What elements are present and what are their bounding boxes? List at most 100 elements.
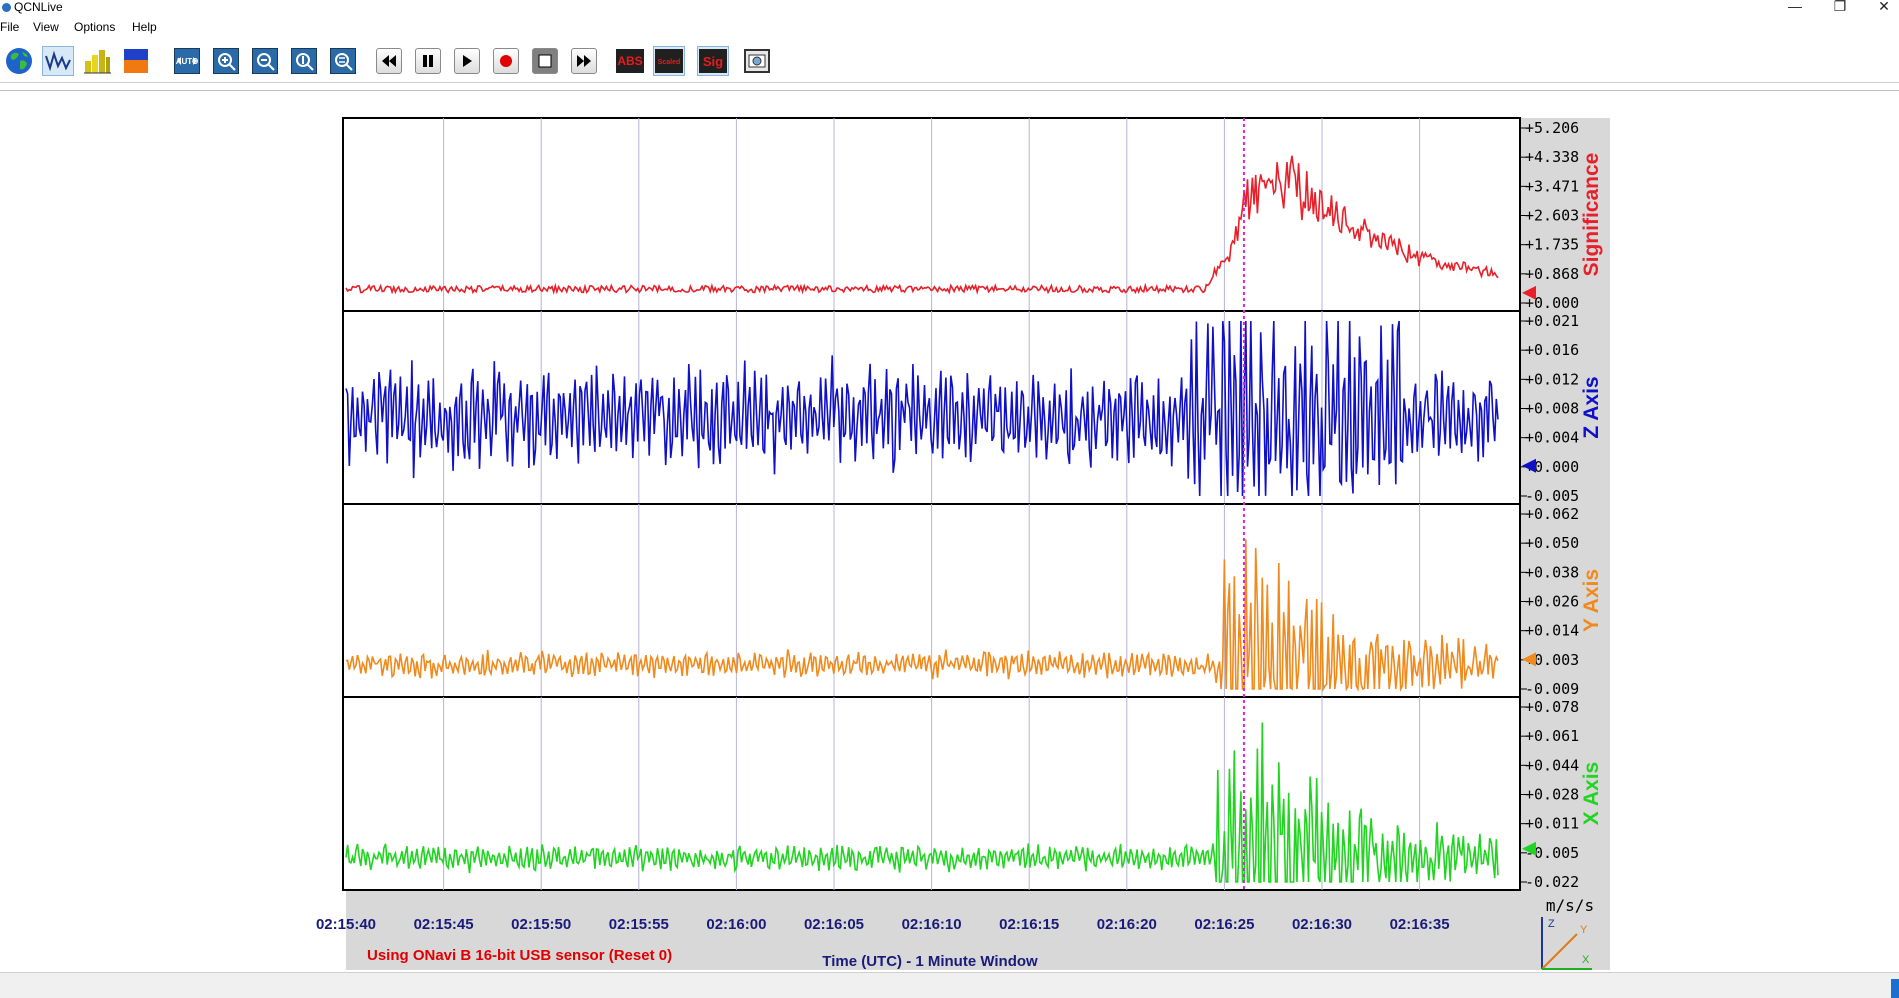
waveform-icon <box>45 50 71 72</box>
y-tick-label: +0.016 <box>1525 341 1579 359</box>
axis-strip <box>1520 118 1610 890</box>
camera-icon <box>744 49 770 73</box>
stop-icon <box>532 48 558 74</box>
fast-forward-icon <box>571 48 597 74</box>
scaled-icon: Scaled <box>655 49 683 73</box>
sensor-3d-button[interactable] <box>81 46 113 76</box>
menu-view[interactable]: View <box>33 20 59 34</box>
x-tick-label: 02:16:20 <box>1097 916 1157 933</box>
y-tick-label: +0.062 <box>1525 505 1579 523</box>
zoom-out-icon <box>252 48 278 74</box>
restore-button[interactable]: ❐ <box>1833 0 1847 14</box>
x-tick-label: 02:16:05 <box>804 916 864 933</box>
y-tick-label: +0.000 <box>1525 458 1579 476</box>
x-tick-label: 02:15:40 <box>316 916 376 933</box>
scaled-button[interactable]: Scaled <box>653 46 685 76</box>
screenshot-button[interactable] <box>741 46 773 76</box>
signal-trace <box>345 155 1499 296</box>
level-marker <box>1522 652 1536 667</box>
close-button[interactable]: ✕ <box>1878 0 1890 14</box>
record-button[interactable] <box>490 46 522 76</box>
y-axis-arrow <box>1541 933 1578 970</box>
x-tick-label: 02:16:00 <box>706 916 766 933</box>
cube-view-button[interactable] <box>120 46 152 76</box>
seismogram-chart: +5.206 +4.338 +3.471 +2.603 +1.735 +0.868 +0.0… <box>316 117 1610 970</box>
y-tick-label: +2.603 <box>1525 207 1579 225</box>
panel-label: Significance <box>1580 153 1603 277</box>
x-tick-label: 02:15:45 <box>414 916 474 933</box>
level-marker <box>1522 458 1536 473</box>
minimize-button[interactable]: — <box>1788 0 1802 14</box>
stop-button[interactable] <box>529 46 561 76</box>
sig-icon: Sig <box>699 49 727 73</box>
play-icon <box>454 48 480 74</box>
zoom-in-vertical-icon <box>291 48 317 74</box>
zoom-in-button[interactable] <box>210 46 242 76</box>
sensor-2d-button[interactable] <box>42 46 74 76</box>
pause-button[interactable] <box>412 46 444 76</box>
earth-view-button[interactable] <box>3 46 35 76</box>
record-icon <box>493 48 519 74</box>
title-bar: QCNLive — ❐ ✕ <box>0 0 1899 16</box>
y-tick-label: +0.004 <box>1525 429 1579 447</box>
y-tick-label: +0.008 <box>1525 400 1579 418</box>
y-tick-label: -0.005 <box>1525 487 1579 505</box>
y-tick-label: +0.011 <box>1525 815 1579 833</box>
y-tick-label: +0.044 <box>1525 756 1579 774</box>
svg-text:ABS: ABS <box>617 54 642 68</box>
plot-area: +5.206 +4.338 +3.471 +2.603 +1.735 +0.868 +0.0… <box>0 90 1899 971</box>
x-tick-label: 02:16:30 <box>1292 916 1352 933</box>
z-axis-letter: Z <box>1548 918 1555 930</box>
menu-options[interactable]: Options <box>74 20 116 34</box>
y-tick-label: +0.061 <box>1525 727 1579 745</box>
abs-button[interactable]: ABS <box>614 46 646 76</box>
svg-text:Scaled: Scaled <box>658 59 681 66</box>
y-tick-label: -0.005 <box>1525 844 1579 862</box>
sig-button[interactable]: Sig <box>697 46 729 76</box>
signal-trace <box>345 539 1499 692</box>
x-tick-label: 02:16:25 <box>1194 916 1254 933</box>
x-tick-label: 02:16:35 <box>1390 916 1450 933</box>
level-marker <box>1522 285 1536 300</box>
y-tick-label: +0.000 <box>1525 294 1579 312</box>
rewind-icon <box>376 48 402 74</box>
zoom-in-vertical-button[interactable] <box>288 46 320 76</box>
3d-bars-icon <box>84 50 111 74</box>
play-button[interactable] <box>451 46 483 76</box>
x-axis-title: Time (UTC) - 1 Minute Window <box>822 953 1038 970</box>
y-tick-label: +0.014 <box>1525 622 1579 640</box>
y-tick-label: +0.078 <box>1525 698 1579 716</box>
signal-trace <box>345 722 1499 883</box>
signal-trace <box>345 320 1499 497</box>
y-axis-letter: Y <box>1580 924 1588 936</box>
menu-help[interactable]: Help <box>132 20 157 34</box>
toolbar: AUTO ABS Scaled Sig <box>0 38 1899 83</box>
y-tick-label: +4.338 <box>1525 148 1579 166</box>
zoom-out-vertical-button[interactable] <box>327 46 359 76</box>
x-tick-label: 02:15:50 <box>511 916 571 933</box>
x-tick-label: 02:16:10 <box>902 916 962 933</box>
svg-text:AUTO: AUTO <box>176 57 199 66</box>
pause-icon <box>415 48 441 74</box>
y-tick-label: +0.038 <box>1525 563 1579 581</box>
zoom-in-icon <box>213 48 239 74</box>
globe-icon <box>6 48 32 74</box>
y-tick-label: +0.026 <box>1525 593 1579 611</box>
menu-bar: File View Options Help <box>0 17 1899 36</box>
x-tick-label: 02:15:55 <box>609 916 669 933</box>
y-tick-label: +5.206 <box>1525 119 1579 137</box>
level-marker <box>1522 841 1536 856</box>
fast-forward-button[interactable] <box>568 46 600 76</box>
window-title: QCNLive <box>14 0 63 14</box>
zoom-out-button[interactable] <box>249 46 281 76</box>
auto-scale-button[interactable]: AUTO <box>171 46 203 76</box>
rewind-button[interactable] <box>373 46 405 76</box>
status-indicator <box>1891 979 1899 998</box>
sensor-label: Using ONavi B 16-bit USB sensor (Reset 0… <box>367 947 672 964</box>
abs-icon: ABS <box>616 49 644 73</box>
status-bar <box>0 972 1899 998</box>
panel-label: X Axis <box>1580 762 1603 825</box>
zoom-out-vertical-icon <box>330 48 356 74</box>
app-icon <box>2 3 11 12</box>
menu-file[interactable]: File <box>0 20 20 34</box>
